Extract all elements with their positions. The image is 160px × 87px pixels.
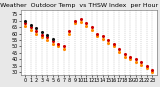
Point (96, 33, 98, 34)
Point (118, 51, 120, 52)
Point (140, 64, 143, 65)
Text: Milwaukee Weather  Outdoor Temp  vs THSW Index  per Hour  (24 Hours): Milwaukee Weather Outdoor Temp vs THSW I… (0, 3, 160, 8)
Point (140, 61, 143, 63)
Point (85, 23, 87, 24)
Point (35, 30, 38, 32)
Point (63, 48, 65, 50)
Point (101, 38, 104, 39)
Point (40, 34, 43, 36)
Point (46, 34, 49, 36)
Point (112, 46, 115, 47)
Point (90, 26, 93, 28)
Point (57, 46, 60, 47)
Point (52, 43, 54, 45)
Point (107, 39, 109, 41)
Point (29, 29, 32, 30)
Point (85, 25, 87, 27)
Point (74, 23, 76, 24)
Point (68, 33, 71, 34)
Point (40, 32, 43, 33)
Point (68, 30, 71, 32)
Point (112, 43, 115, 45)
Point (146, 68, 148, 69)
Point (101, 35, 104, 37)
Point (79, 21, 82, 23)
Point (79, 19, 82, 20)
Point (35, 28, 38, 29)
Point (135, 59, 137, 60)
Point (63, 46, 65, 47)
Point (151, 72, 154, 73)
Point (74, 20, 76, 21)
Point (151, 69, 154, 70)
Point (52, 38, 54, 39)
Point (129, 59, 132, 60)
Point (46, 37, 49, 38)
Point (29, 26, 32, 28)
Point (118, 48, 120, 50)
Point (35, 33, 38, 34)
Point (146, 65, 148, 66)
Point (90, 29, 93, 30)
Point (52, 41, 54, 42)
Point (29, 24, 32, 25)
Point (96, 35, 98, 37)
Point (129, 56, 132, 58)
Point (24, 23, 27, 24)
Point (135, 61, 137, 63)
Point (124, 54, 126, 55)
Point (46, 39, 49, 41)
Point (24, 25, 27, 27)
Point (107, 42, 109, 43)
Point (57, 43, 60, 45)
Point (24, 20, 27, 21)
Point (124, 56, 126, 58)
Point (40, 37, 43, 38)
